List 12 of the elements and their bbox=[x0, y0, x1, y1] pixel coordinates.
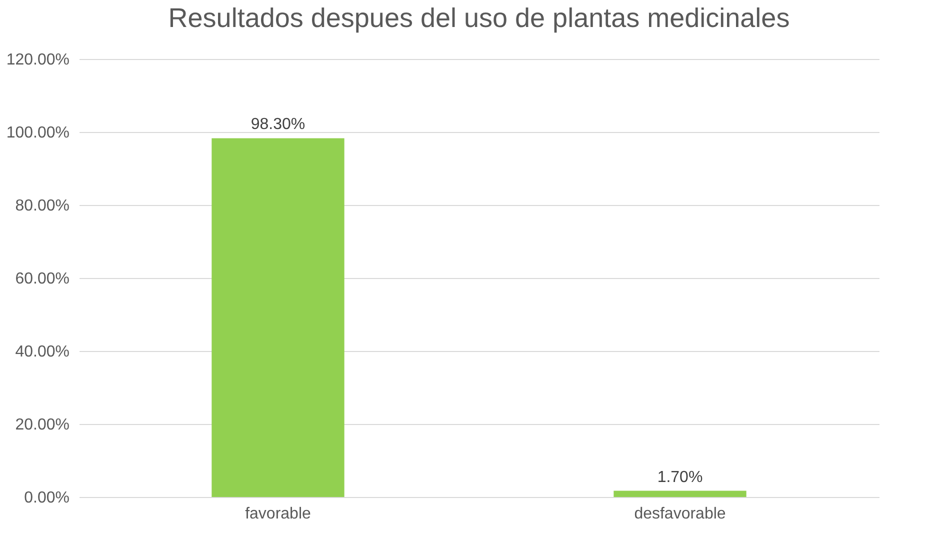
y-tick-label: 60.00% bbox=[15, 270, 70, 288]
data-label: 1.70% bbox=[657, 468, 703, 486]
y-tick-label: 80.00% bbox=[15, 198, 70, 214]
y-tick-label: 20.00% bbox=[15, 416, 70, 434]
y-tick-label: 0.00% bbox=[24, 490, 70, 506]
chart-title: Resultados despues del uso de plantas medicinales bbox=[168, 3, 790, 33]
y-tick-label: 100.00% bbox=[6, 124, 70, 142]
data-label: 98.30% bbox=[250, 116, 306, 134]
x-tick-label: desfavorable bbox=[634, 506, 726, 522]
x-tick-label: favorable bbox=[245, 506, 312, 522]
y-tick-label: 40.00% bbox=[15, 344, 70, 360]
y-tick-label: 120.00% bbox=[6, 52, 70, 68]
